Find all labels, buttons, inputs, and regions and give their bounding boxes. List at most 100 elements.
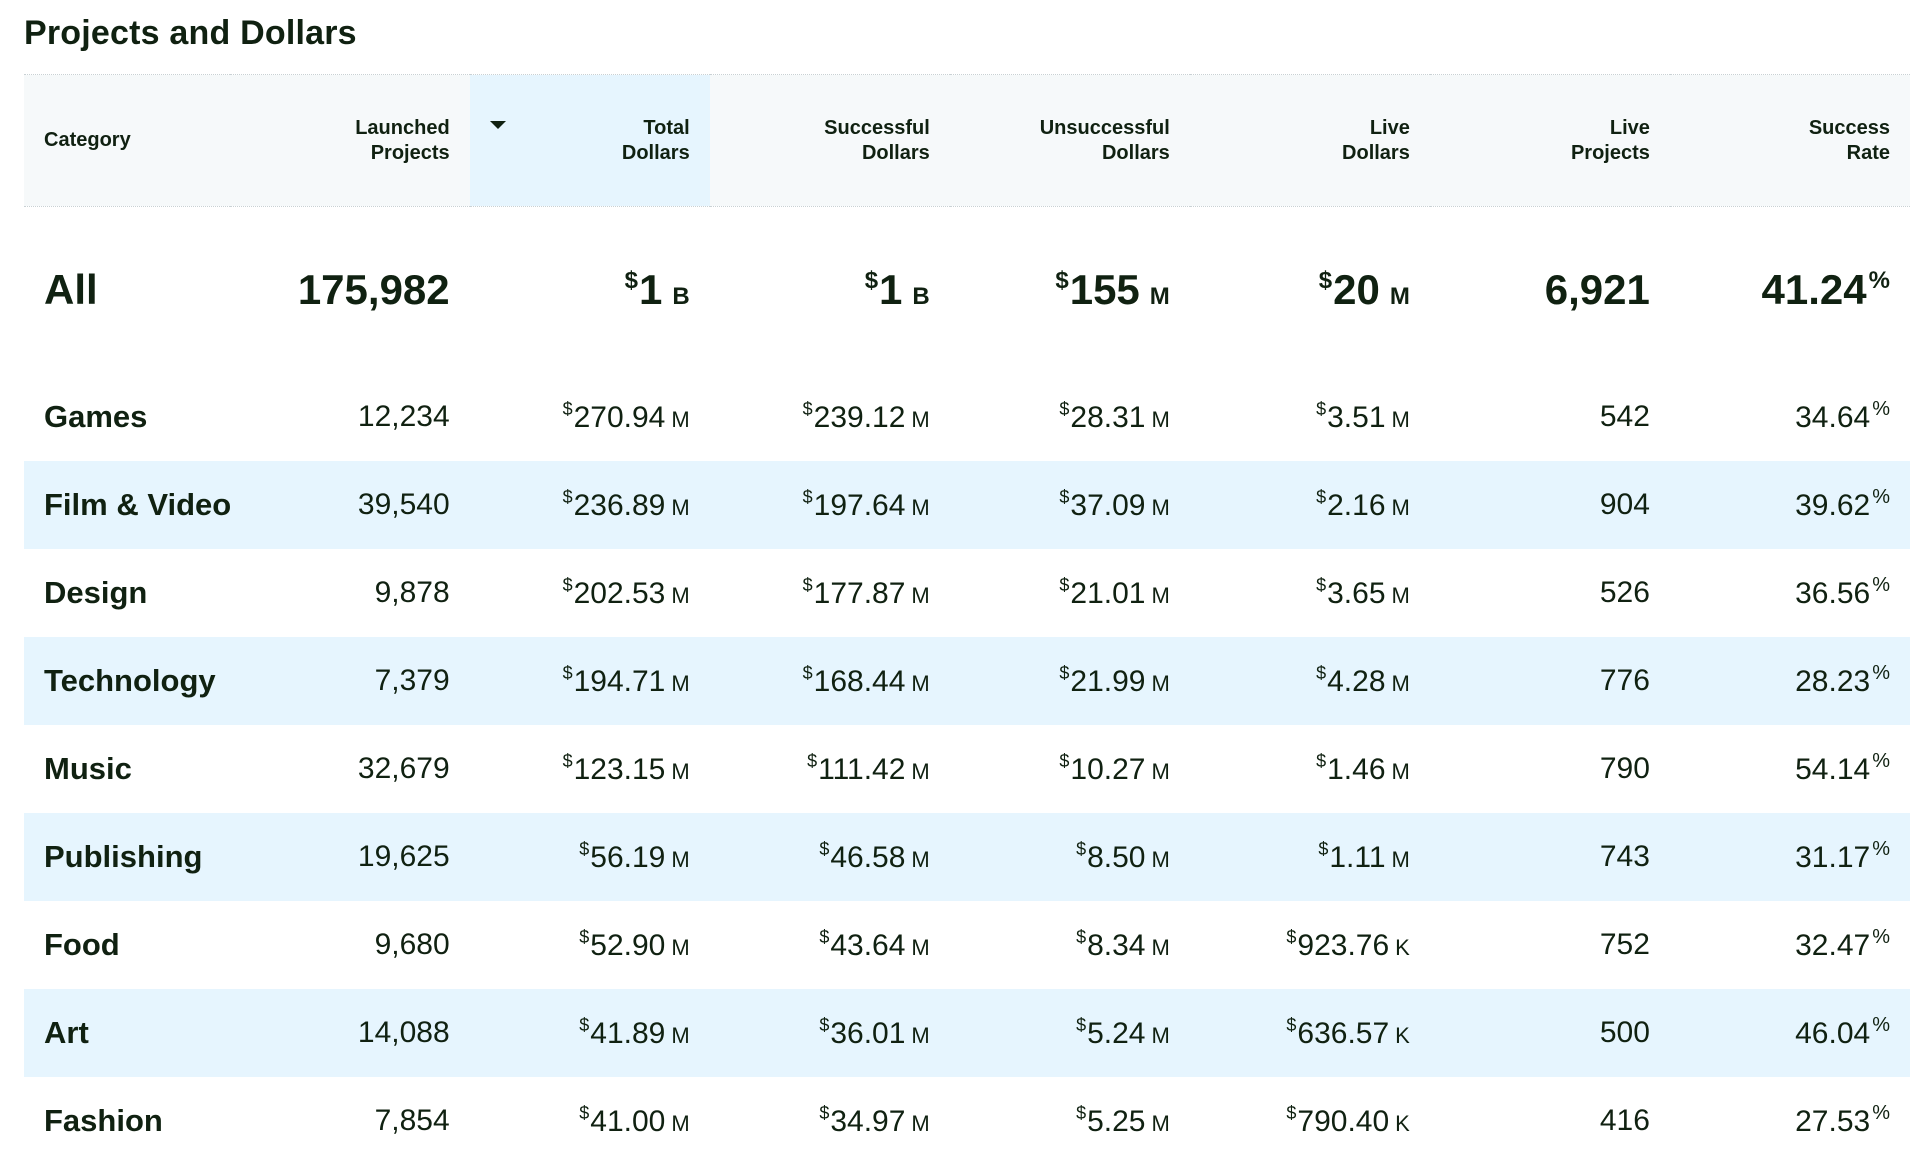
percent-symbol: % [1872,1102,1890,1124]
column-header-label-line: Live [1369,116,1410,139]
value: 43.64 [830,928,906,962]
currency-symbol: $ [1076,1014,1087,1035]
currency-symbol: $ [579,838,590,859]
column-header-successful-dollars[interactable]: Successful Dollars [709,74,950,207]
currency-symbol: $ [1318,838,1329,859]
table-row[interactable]: Publishing 19,625 $56.19 M $46.58 M $8.50 M $1.1… [24,812,1910,901]
live-projects-cell: 752 [1599,927,1650,961]
value: 197.64 [813,488,906,522]
value: 194.71 [573,664,666,698]
currency-symbol: $ [819,926,830,947]
percent-symbol: % [1872,486,1890,508]
currency-symbol: $ [1059,574,1070,595]
value: 37.09 [1070,488,1146,522]
currency-symbol: $ [1316,398,1327,419]
table-row[interactable]: Design 9,878 $202.53 M $177.87 M $21.01 M $3.65 M… [24,549,1910,637]
currency-symbol: $ [1316,662,1327,683]
value: 636.57 [1297,1016,1390,1050]
table-row[interactable]: Fashion 7,854 $41.00 M $34.97 M $5.25 M $790.40 K… [24,1077,1910,1165]
table-row[interactable]: Film & Video 39,540 $236.89 M $197.64 M $37.09… [24,460,1910,549]
page-title: Projects and Dollars [24,14,357,52]
unit: M [671,934,690,960]
value: 27.53 [1795,1105,1871,1138]
live-projects-cell: 500 [1599,1015,1650,1049]
live-dollars-cell: $4.28 M [1190,637,1430,725]
column-header-category[interactable]: Category [24,74,230,207]
live-dollars-cell: $3.65 M [1190,549,1430,637]
unit: M [911,494,930,520]
currency-symbol: $ [1316,486,1327,507]
table-row[interactable]: Technology 7,379 $194.71 M $168.44 M $21.99 M $4… [24,636,1910,725]
value: 10.27 [1070,752,1146,786]
column-header-unsuccessful-dollars[interactable]: Unsuccessful Dollars [949,74,1190,207]
unit: M [1151,494,1170,520]
unit: M [911,670,930,696]
column-header-live-projects[interactable]: Live Projects [1429,74,1670,207]
percent-symbol: % [1872,750,1890,772]
unit: K [1395,1022,1410,1048]
column-header-label-line: Successful [824,116,930,139]
total-dollars-cell: $123.15 M [470,725,710,813]
live-dollars-cell: $636.57 K [1190,989,1430,1077]
successful-dollars-cell: $36.01 M [710,989,950,1077]
launched-cell: 7,379 [374,663,450,697]
unit: M [671,846,690,872]
currency-symbol: $ [819,1014,830,1035]
value: 168.44 [813,664,906,698]
unit: M [671,670,690,696]
unit: M [1389,282,1410,310]
currency-symbol: $ [579,1014,590,1035]
column-header-success-rate[interactable]: Success Rate [1669,74,1910,207]
currency-symbol: $ [802,574,813,595]
unit: M [1151,1022,1170,1048]
unit: M [1151,758,1170,784]
category-cell: Food [44,926,120,962]
live-dollars-cell: $790.40 K [1190,1077,1430,1165]
unit: M [1391,406,1410,432]
value: 923.76 [1297,928,1390,962]
table-row[interactable]: Art 14,088 $41.89 M $36.01 M $5.24 M $636.57 K 500… [24,988,1910,1077]
column-header-total-dollars[interactable]: Total Dollars [469,74,710,207]
unit: M [1391,494,1410,520]
unsuccessful-dollars-cell: $8.34 M [950,901,1190,989]
value: 39.62 [1795,489,1871,522]
currency-symbol: $ [1076,838,1087,859]
live-projects-cell: 542 [1599,399,1650,433]
column-header-label-line: Dollars [621,141,690,164]
live-projects-cell: 776 [1599,663,1650,697]
table-row[interactable]: Music 32,679 $123.15 M $111.42 M $10.27 M $1.46 M… [24,725,1910,813]
value: 1.46 [1327,752,1386,786]
currency-symbol: $ [1286,1014,1297,1035]
unit: M [1391,758,1410,784]
live-projects-cell: 904 [1599,487,1650,521]
live-dollars-cell: $1.46 M [1190,725,1430,813]
unit: B [912,282,930,310]
table-row[interactable]: Games 12,234 $270.94 M $239.12 M $28.31 M $3.51 M… [24,373,1910,461]
unit: M [671,1110,690,1136]
unit: M [1391,670,1410,696]
column-header-launched-projects[interactable]: Launched Projects [229,74,470,207]
live-dollars-cell: $3.51 M [1190,373,1430,461]
unit: M [1151,406,1170,432]
value: 41.00 [590,1104,666,1138]
successful-dollars-cell: $43.64 M [710,901,950,989]
value: 236.89 [573,488,666,522]
live-projects-cell: 743 [1599,839,1650,873]
value: 46.58 [830,840,906,874]
currency-symbol: $ [579,926,590,947]
value: 21.01 [1070,576,1146,610]
value: 202.53 [573,576,666,610]
column-header-label-line: Rate [1846,141,1890,164]
live-projects-cell: 416 [1599,1103,1650,1137]
success-rate-cell: 28.23% [1670,637,1910,725]
successful-dollars-cell: $34.97 M [710,1077,950,1165]
column-header-live-dollars[interactable]: Live Dollars [1189,74,1430,207]
launched-cell: 7,854 [374,1103,450,1137]
unit: M [911,406,930,432]
success-rate-cell: 32.47% [1670,901,1910,989]
value: 56.19 [590,840,666,874]
success-rate-cell: 41.24% [1670,207,1910,373]
successful-dollars-cell: $168.44 M [710,637,950,725]
table-row[interactable]: Food 9,680 $52.90 M $43.64 M $8.34 M $923.76 K 752… [24,901,1910,989]
live-dollars-cell: $923.76 K [1190,901,1430,989]
